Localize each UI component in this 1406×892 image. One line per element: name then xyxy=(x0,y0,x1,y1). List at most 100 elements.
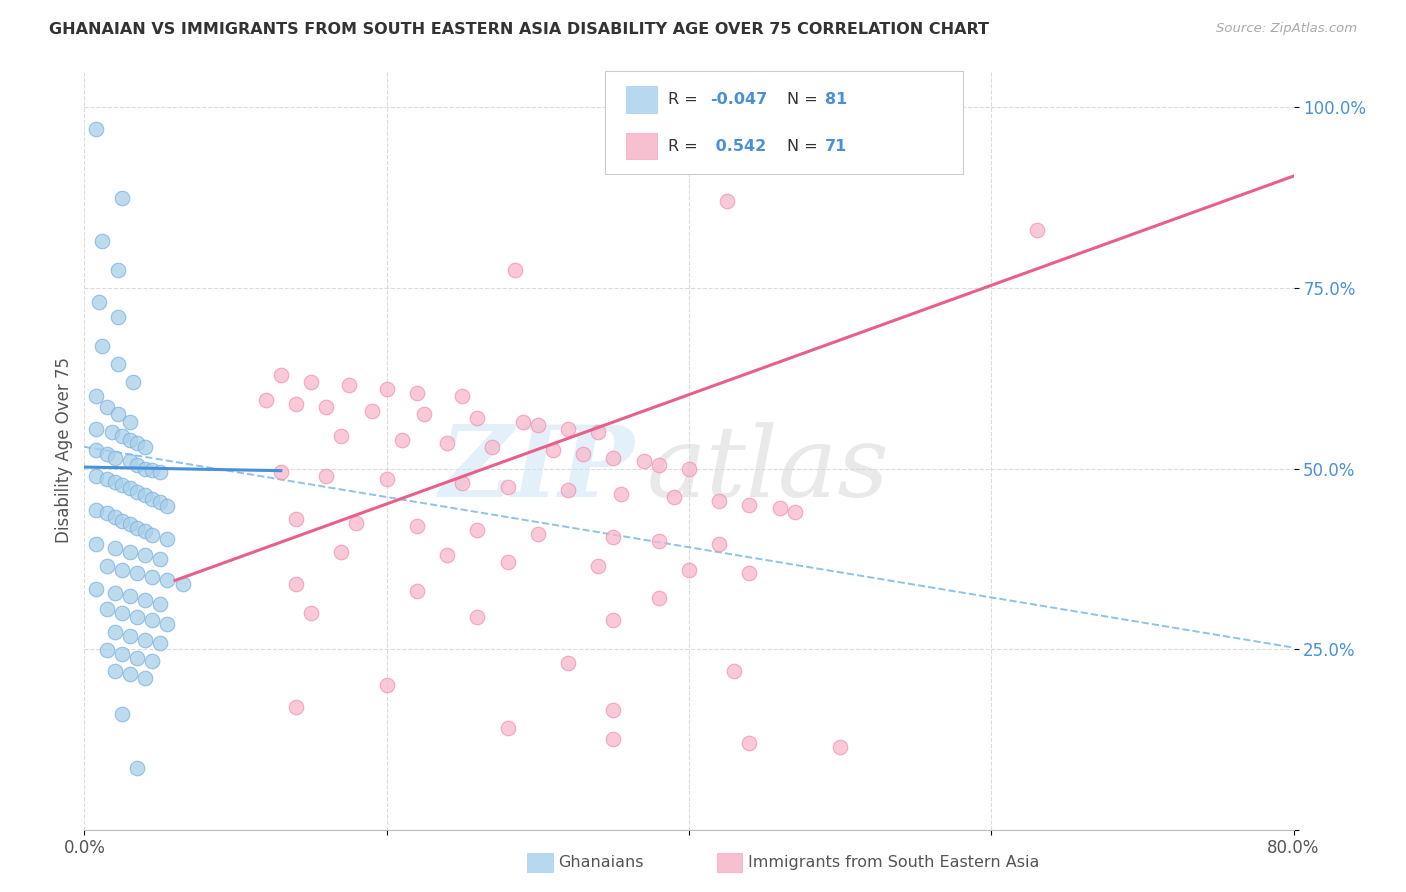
Point xyxy=(86,537,108,551)
Point xyxy=(337,378,360,392)
Point xyxy=(588,559,610,574)
Point xyxy=(118,590,141,604)
Point xyxy=(285,577,308,591)
Point xyxy=(285,396,308,410)
Point xyxy=(406,519,429,533)
Point xyxy=(111,191,134,205)
Point xyxy=(496,555,519,569)
Point xyxy=(89,295,111,310)
Point xyxy=(436,436,458,450)
Point xyxy=(1025,223,1047,237)
Point xyxy=(315,400,337,414)
Point xyxy=(723,664,745,678)
Point xyxy=(127,521,149,535)
Point xyxy=(602,703,624,717)
Text: ZIP: ZIP xyxy=(440,421,634,517)
Point xyxy=(86,422,108,436)
Point xyxy=(127,761,149,775)
Point xyxy=(86,389,108,403)
Point xyxy=(118,544,141,558)
Point xyxy=(156,616,179,631)
Point xyxy=(769,501,792,516)
Point xyxy=(111,429,134,443)
Text: N =: N = xyxy=(787,92,824,107)
Point xyxy=(315,468,337,483)
Point xyxy=(503,263,526,277)
Text: N =: N = xyxy=(787,138,824,153)
Point xyxy=(104,625,127,640)
Point xyxy=(118,415,141,429)
Point xyxy=(118,481,141,495)
Point xyxy=(662,491,685,505)
Point xyxy=(91,339,114,353)
Point xyxy=(111,606,134,620)
Point xyxy=(709,537,731,551)
Point xyxy=(111,647,134,661)
Point xyxy=(141,463,163,477)
Point xyxy=(134,524,156,539)
Point xyxy=(156,532,179,546)
Point xyxy=(86,502,108,516)
Point xyxy=(86,122,108,136)
Point xyxy=(134,548,156,562)
Point xyxy=(134,488,156,502)
Point xyxy=(127,458,149,472)
Point xyxy=(86,468,108,483)
Point xyxy=(527,526,550,541)
Point xyxy=(149,495,172,509)
Text: R =: R = xyxy=(668,138,703,153)
Point xyxy=(104,450,127,465)
Text: GHANAIAN VS IMMIGRANTS FROM SOUTH EASTERN ASIA DISABILITY AGE OVER 75 CORRELATIO: GHANAIAN VS IMMIGRANTS FROM SOUTH EASTER… xyxy=(49,22,990,37)
Point xyxy=(436,548,458,562)
Point xyxy=(375,678,398,692)
Point xyxy=(602,450,624,465)
Y-axis label: Disability Age Over 75: Disability Age Over 75 xyxy=(55,358,73,543)
Point xyxy=(172,577,194,591)
Point xyxy=(156,574,179,588)
Point xyxy=(118,517,141,532)
Point xyxy=(588,425,610,440)
Point xyxy=(96,643,118,657)
Point xyxy=(467,411,489,425)
Point xyxy=(496,722,519,736)
Point xyxy=(330,429,353,443)
Point xyxy=(96,506,118,520)
Point xyxy=(783,505,806,519)
Point xyxy=(254,392,277,407)
Point xyxy=(541,443,564,458)
Point xyxy=(91,234,114,248)
Point xyxy=(391,433,413,447)
Text: 81: 81 xyxy=(825,92,848,107)
Point xyxy=(481,440,503,454)
Point xyxy=(104,475,127,489)
Point xyxy=(149,465,172,479)
Point xyxy=(127,566,149,581)
Point xyxy=(107,408,129,422)
Text: -0.047: -0.047 xyxy=(710,92,768,107)
Point xyxy=(96,447,118,461)
Point xyxy=(346,516,368,530)
Point xyxy=(111,514,134,528)
Point xyxy=(648,533,671,548)
Point xyxy=(602,732,624,747)
Point xyxy=(406,385,429,400)
Point xyxy=(107,310,129,324)
Text: 71: 71 xyxy=(825,138,848,153)
Point xyxy=(451,475,474,490)
Point xyxy=(141,613,163,627)
Point xyxy=(830,100,852,114)
Point xyxy=(86,582,108,596)
Text: atlas: atlas xyxy=(647,422,890,517)
Point xyxy=(610,487,633,501)
Text: R =: R = xyxy=(668,92,703,107)
Point xyxy=(118,454,141,468)
Point xyxy=(134,632,156,647)
Point xyxy=(156,499,179,513)
Point xyxy=(107,357,129,371)
Point xyxy=(738,498,761,512)
Point xyxy=(127,609,149,624)
Point xyxy=(134,671,156,685)
Point xyxy=(127,650,149,665)
Point xyxy=(96,472,118,486)
Point xyxy=(141,570,163,584)
